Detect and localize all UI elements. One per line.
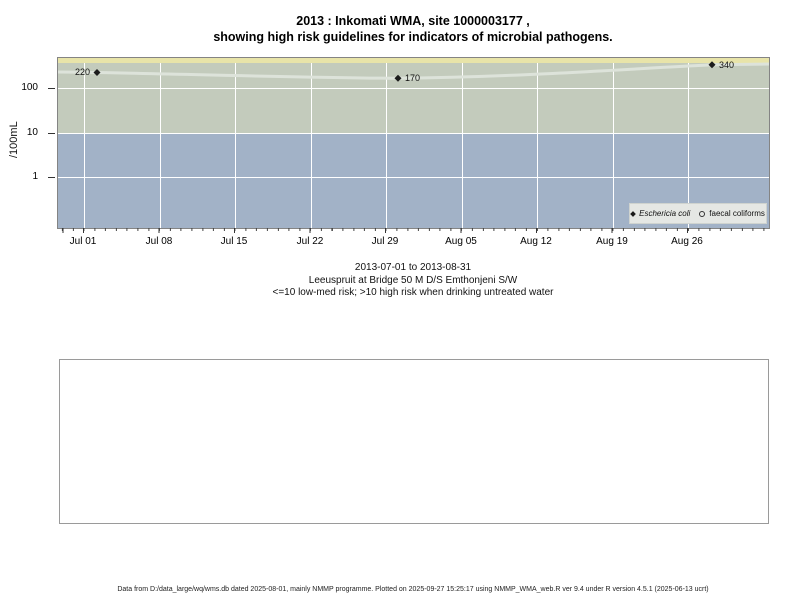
- legend-label-faecal-coliforms: faecal coliforms: [709, 209, 765, 218]
- data-points-ecoli: [93, 61, 716, 82]
- y-tick-label-10: 10: [26, 127, 38, 138]
- y-tick-mark: [48, 177, 55, 178]
- x-tick-label: Jul 01: [69, 236, 97, 247]
- subtitle: 2013-07-01 to 2013-08-31 Leeuspruit at B…: [26, 262, 800, 300]
- data-point-ecoli-220: [93, 69, 101, 76]
- footer-provenance-text: Data from D:/data_large/wq/wms.db dated …: [117, 586, 709, 593]
- legend-item-faecal-coliforms: faecal coliforms: [699, 209, 765, 218]
- x-tick-label: Aug 05: [445, 236, 477, 247]
- point-value-label: 340: [719, 60, 735, 70]
- y-tick-mark: [48, 88, 55, 89]
- y-tick-label-1: 1: [32, 171, 38, 182]
- x-axis: Jul 01 Jul 08 Jul 15 Jul 22 Jul 29 Aug 0…: [57, 228, 768, 250]
- x-tick-label: Aug 12: [520, 236, 552, 247]
- empty-panel: [59, 359, 769, 524]
- open-circle-icon: [699, 210, 706, 217]
- point-value-label: 220: [74, 67, 90, 77]
- legend-item-ecoli: Eschericia coli: [630, 209, 691, 218]
- x-tick-label: Jul 15: [220, 236, 248, 247]
- plot-area: 220 170 340 Eschericia coli faecal colif…: [57, 57, 770, 229]
- filled-diamond-icon: [630, 210, 636, 217]
- subtitle-date-range: 2013-07-01 to 2013-08-31: [354, 262, 472, 273]
- y-axis-label: /100mL: [8, 121, 20, 159]
- subtitle-site-name: Leeuspruit at Bridge 50 M D/S Emthonjeni…: [308, 274, 518, 286]
- chart-title-line1: 2013 : Inkomati WMA, site 1000003177 ,: [296, 14, 530, 28]
- x-tick-label: Aug 19: [596, 236, 628, 247]
- data-point-ecoli-340: [708, 61, 716, 69]
- x-axis-major-ticks: [57, 228, 757, 233]
- x-tick-label: Jul 29: [371, 236, 399, 247]
- x-tick-label: Jul 08: [145, 236, 173, 247]
- legend: Eschericia coli faecal coliforms: [629, 203, 767, 224]
- legend-label-ecoli: Eschericia coli: [639, 209, 691, 218]
- gridlines: [58, 63, 769, 228]
- x-tick-label: Aug 26: [671, 236, 703, 247]
- point-value-label: 170: [405, 73, 421, 83]
- y-tick-label-100: 100: [21, 82, 38, 93]
- subtitle-risk-note: <=10 low-med risk; >10 high risk when dr…: [272, 287, 554, 298]
- y-tick-mark: [48, 133, 55, 134]
- risk-band-top: [58, 58, 769, 63]
- chart-title: 2013 : Inkomati WMA, site 1000003177 , s…: [26, 13, 800, 45]
- chart-title-line2: showing high risk guidelines for indicat…: [213, 30, 613, 44]
- data-point-ecoli-170: [394, 74, 402, 82]
- x-tick-label: Jul 22: [296, 236, 324, 247]
